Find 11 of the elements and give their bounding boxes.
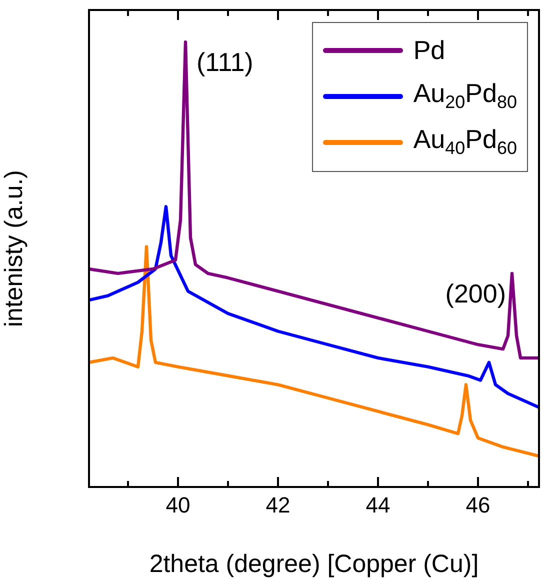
annotation: (200) bbox=[445, 278, 506, 309]
x-tick-label: 42 bbox=[266, 492, 290, 518]
x-tick-label: 46 bbox=[466, 492, 490, 518]
x-tick-label: 44 bbox=[366, 492, 390, 518]
legend-label: Pd bbox=[413, 34, 446, 66]
legend-label: Au$_{40}$Pd$_{60}$ bbox=[413, 124, 517, 160]
x-tick-label: 40 bbox=[166, 492, 190, 518]
legend-label: Au$_{20}$Pd$_{80}$ bbox=[413, 78, 517, 114]
annotation: (111) bbox=[196, 47, 254, 78]
y-axis-title: intenisty (a.u.) bbox=[0, 170, 28, 328]
x-axis-title: 2theta (degree) [Copper (Cu)] bbox=[149, 550, 479, 578]
